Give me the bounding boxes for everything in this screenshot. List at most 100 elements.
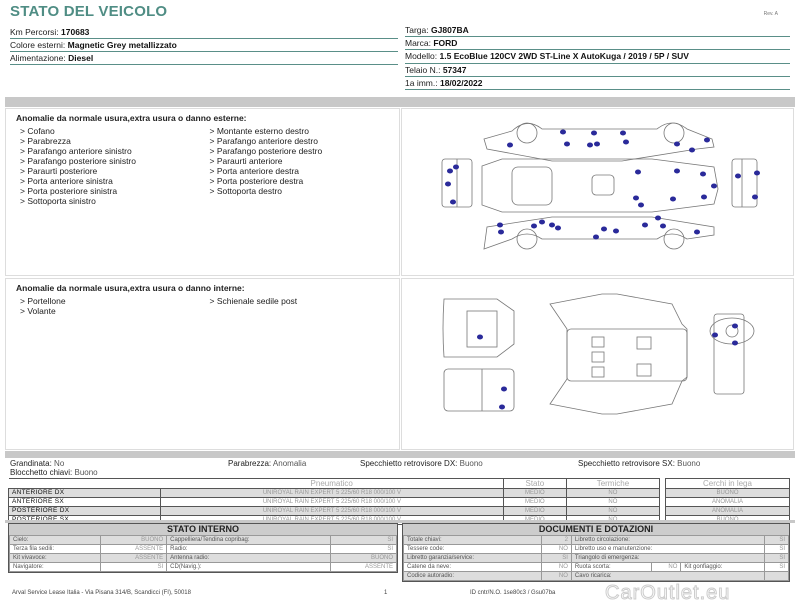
tyre-tyre: UNIROYAL RAIN EXPERT 5 225/60 R18 000/10…	[159, 497, 504, 507]
section-divider	[5, 451, 795, 458]
interior-col-1: > Portellone > Volante	[20, 296, 210, 316]
damage-dot	[501, 386, 507, 392]
exterior-title: Anomalie da normale usura,extra usura o …	[16, 113, 247, 123]
damage-dot	[497, 222, 503, 228]
grid-row: Libretto garanzia/service: SI Triangolo di…	[402, 553, 789, 563]
damage-item: > Porta anteriore destra	[209, 166, 300, 176]
tyre-pos: POSTERIORE DX	[8, 506, 161, 516]
car-interior-diagram	[442, 293, 755, 415]
damage-item: > Portellone	[20, 296, 66, 306]
documents-box: DOCUMENTI E DOTAZIONI Totale chiavi: 2 Lib…	[402, 523, 790, 582]
damage-item: > Parafango anteriore sinistro	[20, 146, 132, 156]
grid-value: ASSENTE	[329, 562, 398, 572]
tyre-row: POSTERIORE DX UNIROYAL RAIN EXPERT 5 225/…	[8, 506, 661, 516]
grid-label: Terza fila sedili:	[9, 544, 101, 554]
damage-dot	[591, 130, 597, 136]
model-field: Modello: 1.5 EcoBlue 120CV 2WD ST-Line X…	[405, 50, 790, 64]
tyre-termiche: NO	[565, 506, 661, 516]
tyre-table: Pneumatico Stato Termiche ANTERIORE DX UNIR…	[8, 478, 661, 525]
grid-label: Antenna radio:	[166, 553, 331, 563]
damage-item: > Parafango posteriore sinistro	[20, 156, 136, 166]
interior-col-2: > Schienale sedile post	[210, 296, 400, 316]
damage-item: > Sottoporta destro	[209, 186, 283, 196]
grid-value: NO	[541, 562, 572, 572]
damage-dot	[732, 323, 738, 329]
damage-item: > Porta anteriore sinistra	[20, 176, 113, 186]
tyre-row: ANTERIORE DX UNIROYAL RAIN EXPERT 5 225/6…	[8, 488, 661, 498]
key-block-field: Blocchetto chiavi: Buono	[10, 468, 98, 477]
grid-value: SI	[329, 544, 398, 554]
grid-row: Codice autoradio: NO Cavo ricarica:	[402, 571, 789, 581]
damage-dot	[594, 141, 600, 147]
vehicle-info-left: Km Percorsi: 170683 Colore esterni: Magn…	[10, 26, 398, 65]
grid-label: Libretto uso e manutenzione:	[570, 544, 766, 554]
damage-dot	[633, 195, 639, 201]
damage-dot	[712, 332, 718, 338]
tyre-termiche: NO	[565, 497, 661, 507]
damage-dot	[477, 334, 483, 340]
brand-field: Marca: FORD	[405, 37, 790, 50]
grid-label: Libretto circolazione:	[570, 535, 766, 545]
grid-row: Terza fila sedili: ASSENTE Radio: SI	[9, 544, 398, 554]
damage-dot	[447, 168, 453, 174]
grid-label: Totale chiavi:	[402, 535, 543, 545]
rim-state: ANOMALIA	[665, 497, 790, 507]
rims-table: Cerchi in lega BUONOANOMALIAANOMALIABUON…	[665, 478, 790, 525]
damage-item: > Porta posteriore destra	[209, 176, 304, 186]
damage-item: > Parafango posteriore destro	[209, 146, 323, 156]
revision-label: Rev. A	[763, 11, 778, 17]
grid-label: Cappelliera/Tendina copribag:	[166, 535, 331, 545]
chassis-field: Telaio N.: 57347	[405, 64, 790, 77]
damage-item: > Paraurti posteriore	[20, 166, 98, 176]
grid-value: SI	[764, 544, 789, 554]
watermark-logo: CarOutlet.eu	[604, 582, 731, 604]
exterior-col-1: > Cofano > Parabrezza > Parafango anterior…	[20, 126, 210, 206]
damage-dot	[754, 170, 760, 176]
damage-dot	[593, 234, 599, 240]
grid-label: Cavo ricarica:	[570, 571, 766, 581]
grid-value: NO	[541, 571, 572, 581]
grid-value: BUONO	[99, 535, 168, 545]
damage-dot	[638, 202, 644, 208]
exterior-col-2: > Montante esterno destro > Parafango ant…	[210, 126, 400, 206]
section-divider	[5, 520, 795, 523]
tyre-pos: ANTERIORE DX	[8, 488, 161, 498]
registration-field: 1a imm.: 18/02/2022	[405, 77, 790, 90]
damage-dot	[539, 219, 545, 225]
tyre-stato: MEDIO	[502, 506, 567, 516]
damage-dot	[655, 215, 661, 221]
damage-dot	[674, 141, 680, 147]
internal-state-title: STATO INTERNO	[9, 524, 397, 535]
damage-dot	[711, 183, 717, 189]
tyre-tyre: UNIROYAL RAIN EXPERT 5 225/60 R18 000/10…	[159, 488, 504, 498]
grid-label: Radio:	[166, 544, 331, 554]
damage-dot	[613, 228, 619, 234]
rim-state: BUONO	[665, 488, 790, 498]
damage-dot	[689, 147, 695, 153]
grid-value: 2	[541, 535, 572, 545]
damage-dot	[660, 223, 666, 229]
grid-label: Navigatore:	[9, 562, 101, 572]
fuel-field: Alimentazione: Diesel	[10, 52, 398, 65]
grid-value: ASSENTE	[99, 544, 168, 554]
tyre-tyre: UNIROYAL RAIN EXPERT 5 225/60 R18 000/10…	[159, 506, 504, 516]
grid-label: CD(Navig.):	[166, 562, 331, 572]
damage-dot	[531, 223, 537, 229]
hail-field: Grandinata: No	[10, 459, 65, 468]
damage-dot	[499, 404, 505, 410]
interior-title: Anomalie da normale usura,extra usura o …	[16, 283, 245, 293]
damage-dot	[635, 169, 641, 175]
grid-value: ASSENTE	[99, 553, 168, 563]
section-divider	[5, 97, 795, 107]
grid-label: Codice autoradio:	[402, 571, 543, 581]
damage-dot	[752, 194, 758, 200]
grid-value: SI	[764, 553, 789, 563]
grid-row: Cielo: BUONO Cappelliera/Tendina copribag:…	[9, 535, 398, 545]
documents-title: DOCUMENTI E DOTAZIONI	[403, 524, 789, 535]
interior-damage-list: Anomalie da normale usura,extra usura o …	[5, 278, 400, 450]
damage-dot	[732, 340, 738, 346]
grid-label: Triangolo di emergenza:	[570, 553, 766, 563]
grid-label: Libretto garanzia/service:	[402, 553, 543, 563]
damage-item: > Paraurti anteriore	[209, 156, 283, 166]
damage-item: > Volante	[20, 306, 56, 316]
